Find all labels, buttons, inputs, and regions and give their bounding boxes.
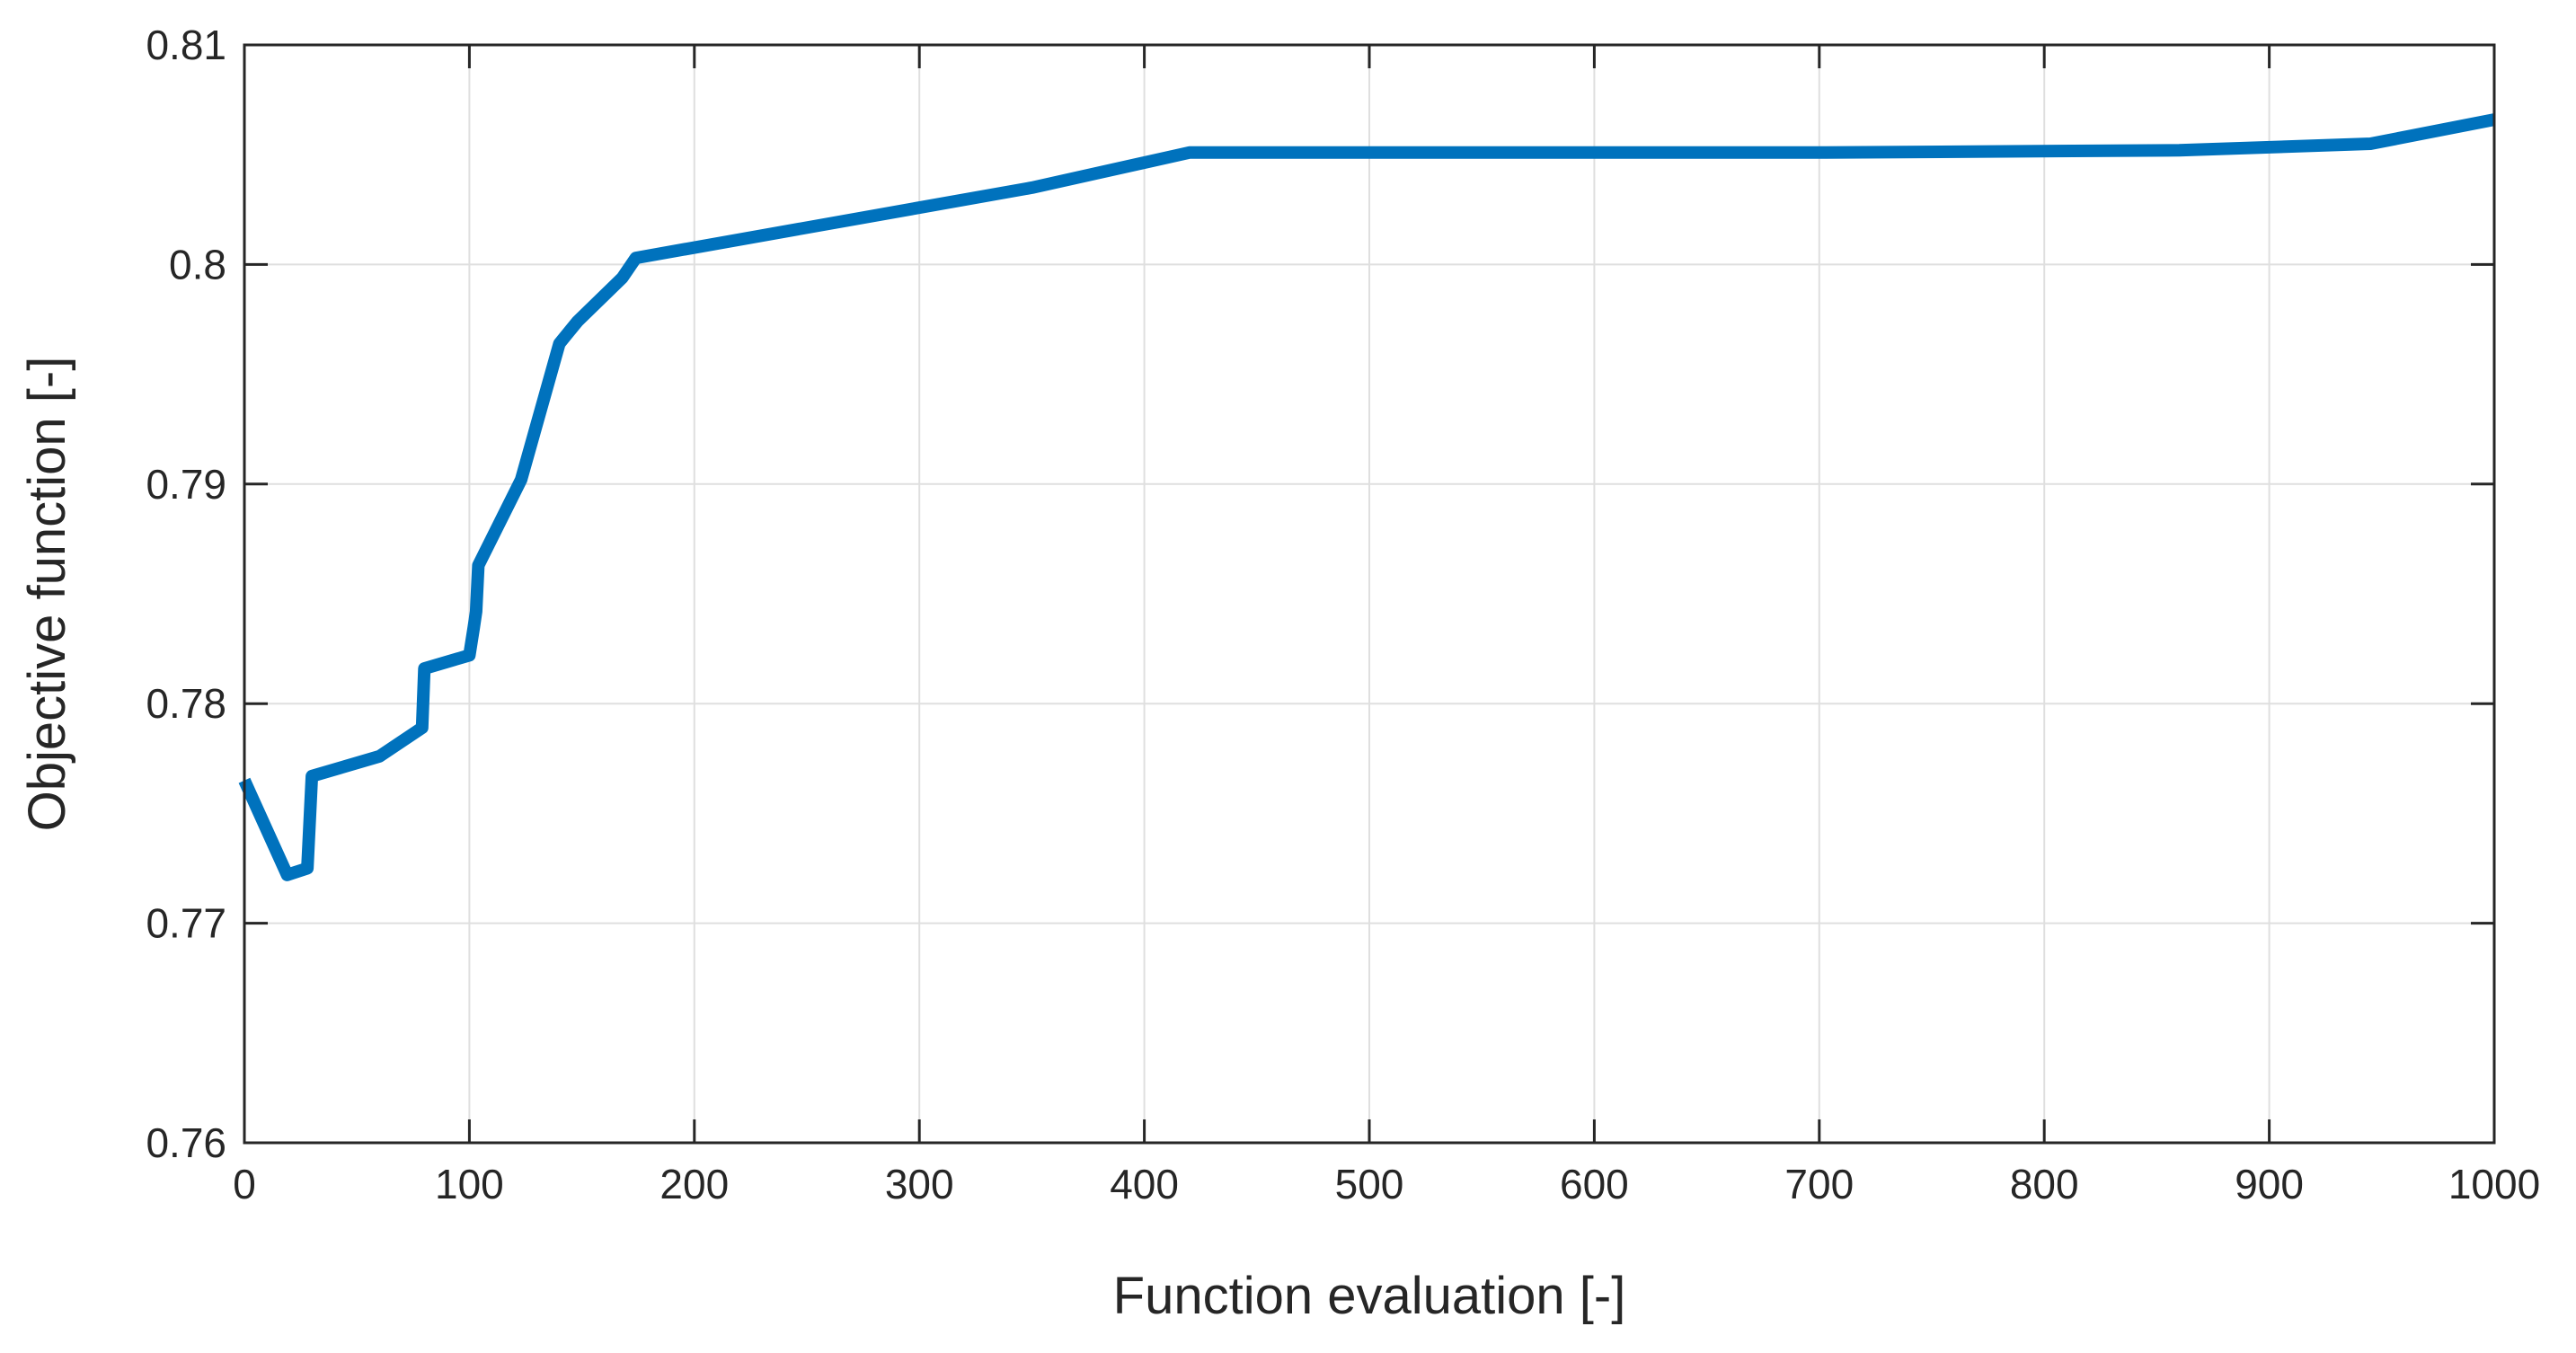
x-tick-label: 500 [1335,1161,1404,1207]
x-tick-label: 600 [1560,1161,1629,1207]
x-tick-label: 700 [1784,1161,1854,1207]
y-axis-label: Objective function [-] [18,357,76,832]
x-tick-label: 0 [233,1161,256,1207]
x-tick-labels: 0 100 200 300 400 500 600 700 800 900 1000 [233,1161,2540,1207]
x-axis-label: Function evaluation [-] [1113,1267,1626,1325]
x-tick-label: 400 [1110,1161,1179,1207]
y-tick-labels: 0.76 0.77 0.78 0.79 0.8 0.81 [146,22,226,1166]
objective-series-line [238,113,2496,881]
y-tick-label: 0.78 [146,680,226,727]
x-tick-label: 800 [2010,1161,2079,1207]
x-tick-label: 300 [885,1161,954,1207]
x-tick-label: 100 [435,1161,504,1207]
x-tick-label: 900 [2235,1161,2304,1207]
y-tick-label: 0.77 [146,900,226,947]
x-tick-label: 1000 [2448,1161,2540,1207]
y-tick-label: 0.79 [146,461,226,508]
y-tick-label: 0.8 [169,241,226,287]
series-layer [238,113,2496,881]
x-tick-label: 200 [659,1161,729,1207]
tick-marks [243,43,2496,1145]
y-tick-label: 0.76 [146,1119,226,1166]
y-tick-label: 0.81 [146,22,226,68]
grid-lines [244,45,2494,1143]
